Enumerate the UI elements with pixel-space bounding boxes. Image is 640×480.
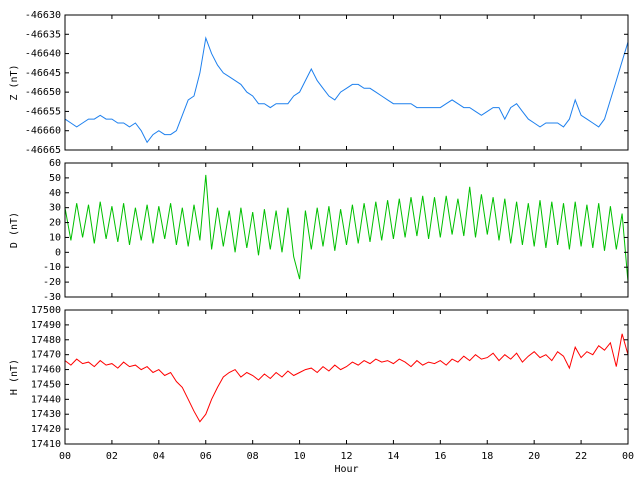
y-tick-label: 0 — [55, 247, 61, 258]
x-tick-label: 16 — [434, 451, 446, 462]
y-tick-label: 17430 — [31, 409, 61, 420]
y-tick-label: 17450 — [31, 379, 61, 390]
y-tick-label: -46640 — [25, 49, 61, 60]
x-tick-label: 18 — [481, 451, 493, 462]
y-tick-label: -10 — [43, 262, 61, 273]
x-tick-label: 22 — [575, 451, 587, 462]
y-tick-label: 60 — [49, 158, 61, 169]
x-tick-label: 04 — [153, 451, 165, 462]
data-line — [64, 333, 629, 423]
y-tick-label: -46630 — [25, 10, 61, 21]
y-axis-label: D (nT) — [9, 212, 20, 248]
y-tick-label: -46655 — [25, 106, 61, 117]
y-tick-label: 17460 — [31, 365, 61, 376]
y-tick-label: 10 — [49, 232, 61, 243]
x-tick-label: 20 — [528, 451, 540, 462]
x-tick-label: 12 — [340, 451, 352, 462]
x-axis-label: Hour — [334, 464, 358, 475]
y-tick-label: 40 — [49, 188, 61, 199]
y-tick-label: -30 — [43, 292, 61, 303]
y-tick-label: 17500 — [31, 305, 61, 316]
y-axis-label: H (nT) — [9, 359, 20, 395]
data-line — [64, 174, 629, 283]
y-tick-label: -46650 — [25, 87, 61, 98]
plot-frame — [64, 309, 629, 445]
x-tick-label: 00 — [59, 451, 71, 462]
y-tick-label: -20 — [43, 277, 61, 288]
y-tick-label: 17410 — [31, 439, 61, 450]
y-tick-label: 17420 — [31, 424, 61, 435]
x-tick-label: 14 — [387, 451, 399, 462]
y-tick-label: 50 — [49, 173, 61, 184]
y-tick-label: 17490 — [31, 320, 61, 331]
y-tick-label: 20 — [49, 218, 61, 229]
y-tick-label: 17440 — [31, 394, 61, 405]
y-tick-label: -46665 — [25, 145, 61, 156]
y-tick-label: -46660 — [25, 126, 61, 137]
data-line — [64, 36, 629, 144]
y-tick-label: -46635 — [25, 29, 61, 40]
x-tick-label: 08 — [247, 451, 259, 462]
y-tick-label: 17470 — [31, 350, 61, 361]
plot-frame — [64, 14, 629, 151]
y-axis-label: Z (nT) — [9, 64, 20, 100]
y-tick-label: -46645 — [25, 68, 61, 79]
y-tick-label: 30 — [49, 203, 61, 214]
x-tick-label: 06 — [200, 451, 212, 462]
x-tick-label: 02 — [106, 451, 118, 462]
x-tick-label: 00 — [622, 451, 634, 462]
y-tick-label: 17480 — [31, 335, 61, 346]
x-tick-label: 10 — [294, 451, 306, 462]
